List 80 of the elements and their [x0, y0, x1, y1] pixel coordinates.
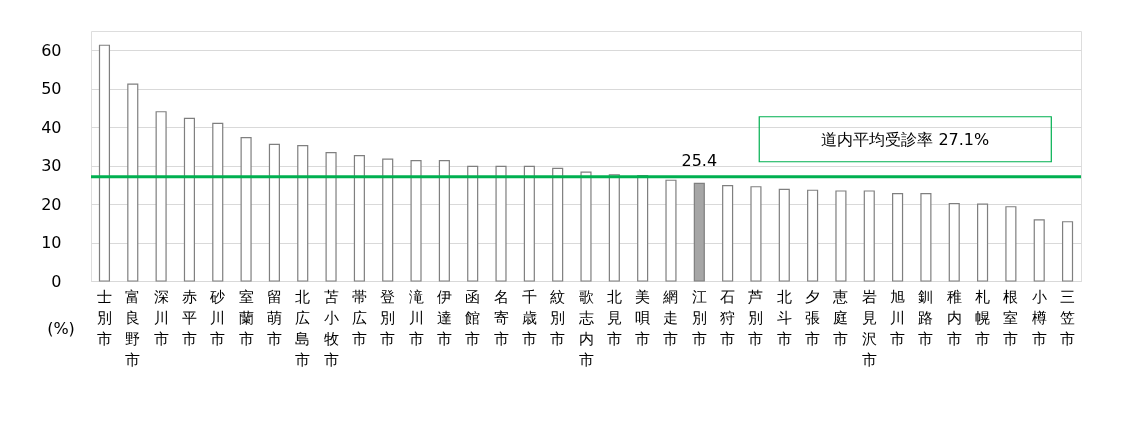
bar [495, 165, 507, 282]
x-tick-label: 北斗市 [776, 287, 792, 348]
bar [325, 151, 337, 282]
y-tick-label: 50 [41, 79, 62, 99]
bar [467, 165, 479, 282]
bar [778, 188, 790, 282]
x-tick-label: 江別市 [691, 287, 707, 348]
x-tick-label: 千歳市 [521, 287, 537, 348]
x-tick-label: 帯広市 [351, 287, 367, 348]
bar [835, 190, 847, 282]
bar [693, 182, 705, 282]
y-tick-label: 10 [41, 233, 62, 253]
bar [608, 174, 620, 282]
x-tick-label: 網走市 [662, 287, 679, 348]
bar [382, 158, 394, 282]
x-tick-label: 三笠市 [1060, 287, 1076, 348]
x-tick-label: 芦別市 [748, 287, 764, 348]
bar [297, 145, 309, 282]
x-tick-label: 函館市 [465, 287, 481, 348]
x-tick-label: 富良野市 [125, 287, 141, 369]
x-tick-label: 稚内市 [946, 287, 962, 348]
bar [438, 160, 450, 282]
bar [580, 171, 592, 282]
x-tick-label: 石狩市 [720, 287, 736, 348]
x-tick-label: 夕張市 [805, 287, 821, 348]
x-tick-label: 旭川市 [890, 287, 906, 348]
x-tick-label: 名寄市 [493, 287, 509, 348]
y-tick-label: 0 [51, 271, 62, 291]
ref-line-label: 道内平均受診率 27.1% [821, 129, 990, 149]
x-tick-label: 紋別市 [550, 287, 566, 348]
bar [212, 122, 224, 282]
x-tick-label: 伊達市 [436, 287, 452, 348]
bar [722, 185, 734, 282]
x-tick-label: 根室市 [1003, 287, 1019, 348]
x-tick-label: 釧路市 [918, 287, 934, 348]
y-tick-label: 20 [41, 194, 62, 214]
bar [892, 193, 904, 282]
x-tick-label: 滝川市 [408, 287, 424, 348]
x-tick-label: 北見市 [606, 287, 622, 348]
x-tick-label: 砂川市 [209, 287, 226, 348]
bar [183, 117, 195, 282]
bar [353, 155, 365, 282]
bar [268, 143, 280, 282]
bar [665, 179, 677, 282]
bar [807, 189, 819, 282]
bar [977, 203, 989, 282]
x-tick-label: 小樽市 [1031, 287, 1047, 348]
bar [552, 167, 564, 282]
x-tick-label: 岩見沢市 [861, 287, 877, 369]
y-tick-label: 60 [41, 40, 62, 60]
bar [1033, 219, 1045, 282]
x-tick-label: 北広島市 [295, 287, 311, 369]
x-tick-label: 美唄市 [635, 287, 651, 348]
x-tick-label: 恵庭市 [832, 287, 849, 348]
bar [637, 175, 649, 282]
x-tick-label: 深川市 [153, 287, 169, 348]
bar [98, 44, 111, 282]
x-tick-label: 留萌市 [266, 287, 282, 348]
x-tick-label: 札幌市 [975, 287, 991, 348]
y-tick-label: 30 [41, 156, 62, 176]
bar [750, 186, 762, 282]
y-tick-label: 40 [41, 117, 62, 137]
bar [1005, 206, 1017, 282]
y-axis-title: (%) [47, 319, 75, 338]
x-tick-label: 登別市 [380, 287, 396, 348]
x-tick-label: 士別市 [96, 287, 112, 348]
bar [948, 203, 960, 282]
bar [127, 83, 139, 282]
bar [523, 165, 535, 282]
bar [863, 190, 875, 282]
bar [410, 160, 422, 282]
bar [155, 111, 167, 282]
bar [240, 136, 252, 282]
x-tick-label: 苫小牧市 [323, 287, 339, 369]
x-tick-label: 赤平市 [181, 287, 197, 348]
bar [920, 193, 932, 282]
x-tick-label: 歌志内市 [578, 287, 594, 369]
data-label: 25.4 [681, 151, 718, 171]
bar [1061, 221, 1074, 282]
x-tick-label: 室蘭市 [238, 287, 254, 348]
